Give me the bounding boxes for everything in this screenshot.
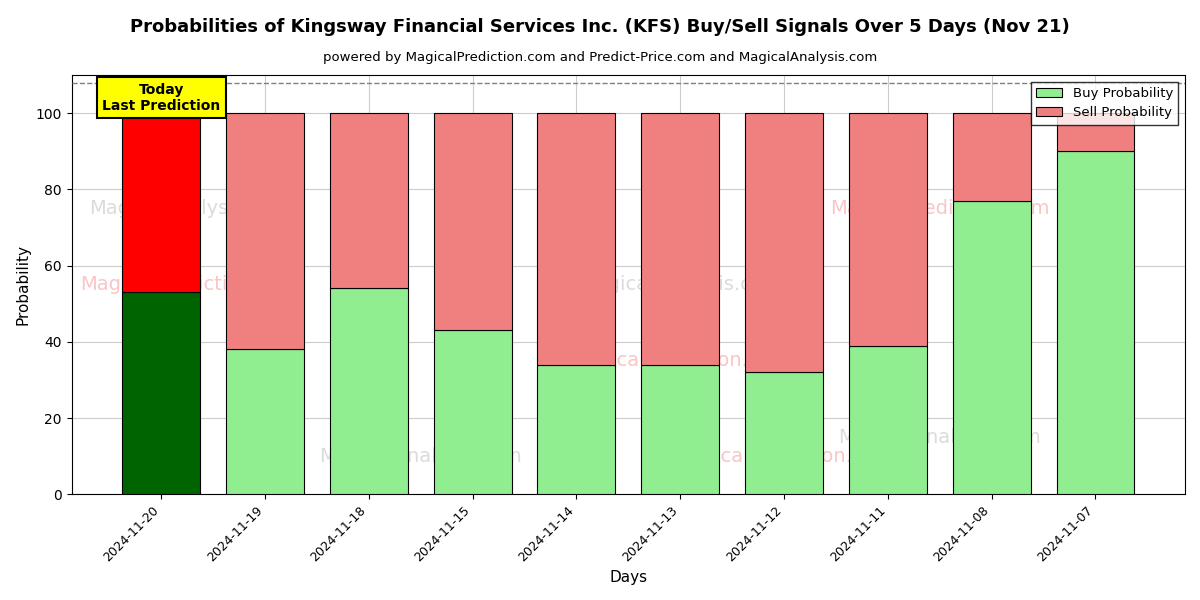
Bar [641, 365, 719, 494]
Text: MagicalPrediction.com: MagicalPrediction.com [830, 199, 1050, 218]
Text: MagicalPrediction.com: MagicalPrediction.com [570, 352, 790, 370]
Bar [226, 113, 304, 349]
Bar [122, 292, 200, 494]
Bar [330, 113, 408, 289]
Bar [538, 365, 616, 494]
Text: MagicalAnalysis.com: MagicalAnalysis.com [89, 199, 292, 218]
Text: MagicalPrediction.com: MagicalPrediction.com [80, 275, 300, 294]
Bar [1056, 113, 1134, 151]
Bar [226, 349, 304, 494]
Text: MagicalAnalysis.com: MagicalAnalysis.com [319, 447, 522, 466]
Bar [848, 113, 926, 346]
Text: powered by MagicalPrediction.com and Predict-Price.com and MagicalAnalysis.com: powered by MagicalPrediction.com and Pre… [323, 51, 877, 64]
Bar [330, 289, 408, 494]
Bar [433, 113, 511, 331]
Bar [848, 346, 926, 494]
Bar [745, 113, 823, 373]
Bar [538, 113, 616, 365]
Text: MagicalAnalysis.com: MagicalAnalysis.com [839, 428, 1042, 446]
Bar [953, 113, 1031, 201]
Bar [1056, 151, 1134, 494]
Y-axis label: Probability: Probability [16, 244, 30, 325]
Text: Today
Last Prediction: Today Last Prediction [102, 83, 221, 113]
Bar [953, 201, 1031, 494]
Legend: Buy Probability, Sell Probability: Buy Probability, Sell Probability [1031, 82, 1178, 125]
X-axis label: Days: Days [610, 570, 647, 585]
Bar [745, 373, 823, 494]
Bar [122, 113, 200, 292]
Bar [433, 331, 511, 494]
Text: Probabilities of Kingsway Financial Services Inc. (KFS) Buy/Sell Signals Over 5 : Probabilities of Kingsway Financial Serv… [130, 18, 1070, 36]
Bar [641, 113, 719, 365]
Text: MagicalPrediction.com: MagicalPrediction.com [674, 447, 894, 466]
Text: MagicalAnalysis.com: MagicalAnalysis.com [578, 275, 781, 294]
